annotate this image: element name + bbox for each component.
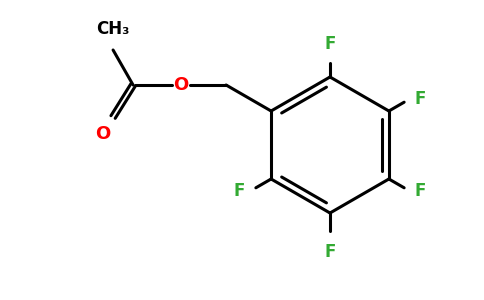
Text: O: O — [173, 76, 189, 94]
Text: F: F — [234, 182, 245, 200]
Text: F: F — [324, 243, 336, 261]
Text: O: O — [95, 125, 111, 143]
Text: CH₃: CH₃ — [96, 20, 130, 38]
Text: F: F — [415, 90, 426, 108]
Text: F: F — [415, 182, 426, 200]
Text: F: F — [324, 35, 336, 53]
